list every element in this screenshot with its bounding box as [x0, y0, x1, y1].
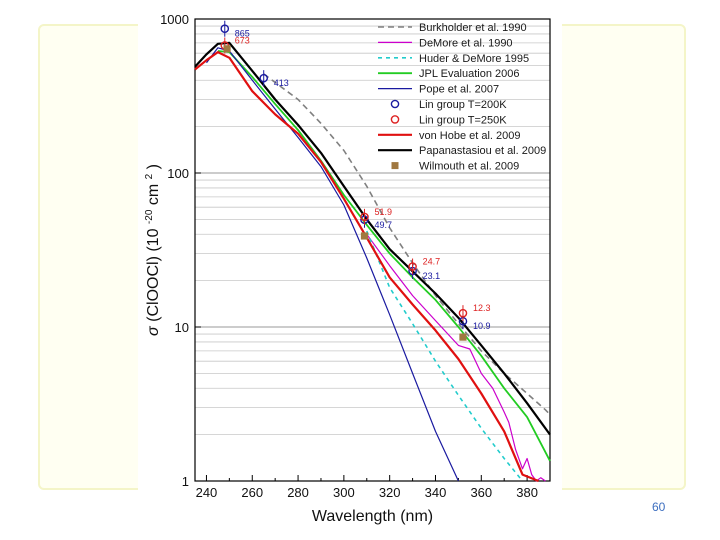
- data-point: [459, 333, 467, 341]
- legend-swatch: [390, 115, 400, 124]
- x-tick-label: 320: [379, 485, 401, 500]
- legend-label: Wilmouth et al. 2009: [419, 161, 519, 173]
- series-line: [263, 73, 551, 416]
- series-lines: [194, 41, 551, 483]
- figure-panel: 240 260 280 300 320 340 360 380 1 10 100 1000 865 41…: [138, 4, 562, 532]
- data-label: 51.9: [374, 207, 392, 217]
- y-axis-label-close: ): [145, 164, 162, 169]
- legend-label: Huder & DeMore 1995: [419, 53, 529, 65]
- y-tick-label: 10: [175, 320, 189, 335]
- legend-swatch: [390, 99, 400, 109]
- x-tick-label: 240: [196, 485, 218, 500]
- data-point: [360, 212, 369, 222]
- x-tick-label: 360: [470, 485, 492, 500]
- series-line: [217, 50, 551, 462]
- data-point: [259, 73, 269, 83]
- y-tick-label: 1: [182, 474, 189, 489]
- data-point: [360, 232, 369, 240]
- legend-label: Pope et al. 2007: [419, 84, 499, 96]
- series-line: [366, 230, 524, 482]
- x-tick-label: 260: [241, 485, 263, 500]
- series-line: [206, 47, 459, 482]
- data-label: 23.1: [423, 271, 441, 281]
- y-axis-label-unit: cm: [145, 184, 162, 205]
- legend: Burkholder et al. 1990 DeMore et al. 1990…: [378, 22, 546, 173]
- y-axis-label-exp: -20: [144, 209, 155, 224]
- data-label: 10.9: [473, 321, 491, 331]
- series-line: [366, 233, 546, 482]
- series-markers: 865 413 49.7 23.1 10.9 673 51.9 24.7 12.3: [220, 20, 491, 341]
- y-axis-label: σ (ClOOCl) (10 -20 cm 2 ): [139, 164, 162, 336]
- legend-label: JPL Evaluation 2006: [419, 68, 520, 80]
- data-label: 24.7: [423, 257, 441, 267]
- x-axis-label: Wavelength (nm): [312, 508, 433, 525]
- y-axis-label-unit-exp: 2: [144, 173, 155, 179]
- page-number: 60: [652, 500, 666, 514]
- legend-label: Lin group T=200K: [419, 99, 507, 111]
- x-tick-label: 380: [516, 485, 538, 500]
- legend-label: von Hobe et al. 2009: [419, 130, 521, 142]
- data-label: 49.7: [374, 220, 392, 230]
- data-label: 865: [235, 29, 250, 39]
- y-axis-label-sigma: σ: [145, 325, 162, 336]
- legend-swatch: [391, 162, 399, 170]
- legend-label: Lin group T=250K: [419, 114, 507, 126]
- cross-section-chart: 240 260 280 300 320 340 360 380 1 10 100 1000 865 41…: [139, 12, 551, 525]
- series-line: [194, 51, 539, 483]
- x-tick-label: 300: [333, 485, 355, 500]
- x-tick-label: 340: [425, 485, 447, 500]
- y-tick-label: 1000: [160, 12, 189, 27]
- legend-label: Papanastasiou et al. 2009: [419, 145, 546, 157]
- data-label: 413: [274, 78, 289, 88]
- data-point: [223, 45, 231, 53]
- data-point: [220, 24, 230, 33]
- y-tick-label: 100: [167, 166, 189, 181]
- y-axis-label-main: (ClOOCl) (10: [145, 228, 162, 321]
- legend-label: DeMore et al. 1990: [419, 37, 513, 49]
- data-point: [408, 262, 417, 271]
- data-label: 673: [235, 35, 250, 45]
- axis-ticks: 240 260 280 300 320 340 360 380 1 10 100 1000: [160, 12, 538, 500]
- legend-label: Burkholder et al. 1990: [419, 22, 527, 34]
- plot-frame: [194, 18, 551, 482]
- data-label: 12.3: [473, 303, 491, 313]
- data-point: [458, 308, 468, 318]
- x-tick-label: 280: [287, 485, 309, 500]
